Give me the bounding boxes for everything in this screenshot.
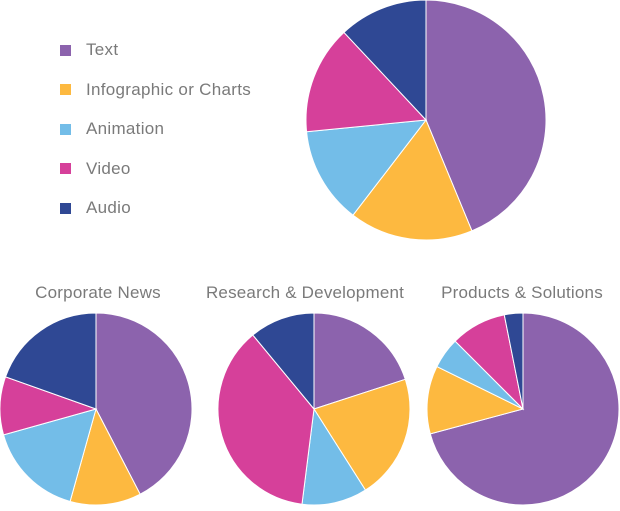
legend-item-infographic: Infographic or Charts [60,80,251,100]
legend-swatch-video [60,163,71,175]
pie-products-solutions [426,312,620,506]
pie-corporate-news-slice-text [95,312,193,495]
pie-overall-slice-video [305,31,428,133]
legend-label-animation: Animation [86,119,165,139]
pie-title-products-solutions: Products & Solutions [441,283,603,302]
pie-overall-slice-text [425,0,547,232]
pie-overall-slice-audio [343,0,427,122]
pie-overall [305,0,547,241]
pie-research-development-slice-audio [252,312,315,411]
legend-item-audio: Audio [60,198,251,218]
pie-title-corporate-news: Corporate News [35,283,161,302]
pie-title-research-development: Research & Development [205,283,405,302]
pie-research-development-slice-animation [301,407,367,506]
pie-overall-slice-infographic [352,119,473,241]
pie-overall-slice-animation [306,119,428,216]
legend-label-audio: Audio [86,198,131,218]
legend-swatch-infographic [60,84,71,96]
legend: Text Infographic or Charts Animation Vid… [60,40,251,238]
legend-swatch-audio [60,202,71,214]
pie-research-development-slice-text [313,312,406,410]
pie-research-development [217,312,411,506]
pie-products-solutions-slice-text [429,312,620,506]
legend-label-text: Text [86,40,119,59]
pie-corporate-news-slice-animation [2,408,97,503]
legend-swatch-animation [60,123,71,135]
pie-products-solutions-slice-audio [503,312,524,410]
pie-corporate-news [0,312,193,506]
legend-swatch-text [60,44,71,56]
legend-label-video: Video [86,158,131,178]
pie-research-development-slice-video [217,334,315,505]
legend-label-infographic: Infographic or Charts [86,79,252,99]
legend-item-animation: Animation [60,119,251,139]
pie-corporate-news-slice-audio [4,312,97,410]
legend-item-video: Video [60,159,251,179]
pie-research-development-slice-infographic [313,378,411,491]
pie-products-solutions-slice-infographic [426,365,525,435]
legend-item-text: Text [60,40,251,60]
pie-corporate-news-slice-infographic [69,407,141,506]
